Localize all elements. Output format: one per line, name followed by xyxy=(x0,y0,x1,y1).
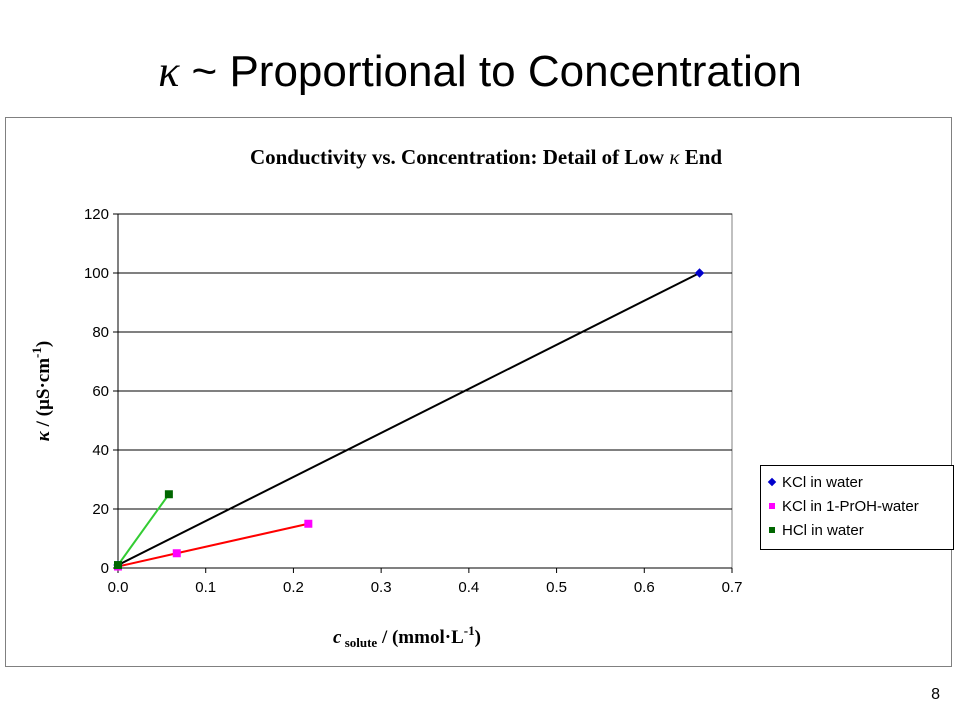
x-tick-label: 0.3 xyxy=(371,579,392,596)
legend-marker xyxy=(769,503,775,510)
legend-item: KCl in water xyxy=(767,472,863,494)
title-text: ~ Proportional to Concentration xyxy=(179,47,802,96)
data-point-marker xyxy=(694,268,705,278)
x-tick-label: 0.1 xyxy=(195,579,216,596)
chart-svg: Conductivity vs. Concentration: Detail o… xyxy=(29,145,743,650)
y-tick-label: 0 xyxy=(101,560,109,577)
legend-label: KCl in 1-PrOH-water xyxy=(782,498,919,515)
legend-item: KCl in 1-PrOH-water xyxy=(769,496,919,518)
x-axis-title: c solute / (mmol·L-1) xyxy=(333,623,481,650)
series-line xyxy=(117,493,170,566)
x-tick-label: 0.0 xyxy=(108,579,129,596)
data-point-marker xyxy=(304,519,313,528)
series-line xyxy=(117,272,700,566)
y-tick-label: 120 xyxy=(84,206,109,223)
page-number: 8 xyxy=(931,686,940,703)
legend-marker xyxy=(769,527,775,534)
legend-marker xyxy=(767,477,777,487)
data-point-marker xyxy=(164,490,173,499)
data-point-marker xyxy=(172,549,181,558)
y-tick-label: 40 xyxy=(92,442,109,459)
legend-item: HCl in water xyxy=(769,520,864,542)
x-tick-label: 0.5 xyxy=(546,579,567,596)
y-tick-label: 20 xyxy=(92,501,109,518)
y-tick-label: 80 xyxy=(92,324,109,341)
chart-legend: KCl in water KCl in 1-PrOH-water HCl in wa… xyxy=(760,465,954,550)
legend-label: HCl in water xyxy=(782,522,864,539)
chart-title: Conductivity vs. Concentration: Detail o… xyxy=(250,145,722,169)
data-point-marker xyxy=(114,561,122,570)
chart-frame: Conductivity vs. Concentration: Detail o… xyxy=(5,117,954,667)
x-tick-label: 0.6 xyxy=(634,579,655,596)
x-tick-label: 0.7 xyxy=(722,579,743,596)
slide-title: κ ~ Proportional to Concentration xyxy=(0,42,960,102)
y-tick-label: 60 xyxy=(92,383,109,400)
x-tick-label: 0.2 xyxy=(283,579,304,596)
y-tick-label: 100 xyxy=(84,265,109,282)
x-tick-label: 0.4 xyxy=(458,579,479,596)
title-kappa-symbol: κ xyxy=(158,47,180,96)
legend-label: KCl in water xyxy=(782,474,863,491)
y-axis-title: κ / (µS·cm-1) xyxy=(29,341,54,441)
